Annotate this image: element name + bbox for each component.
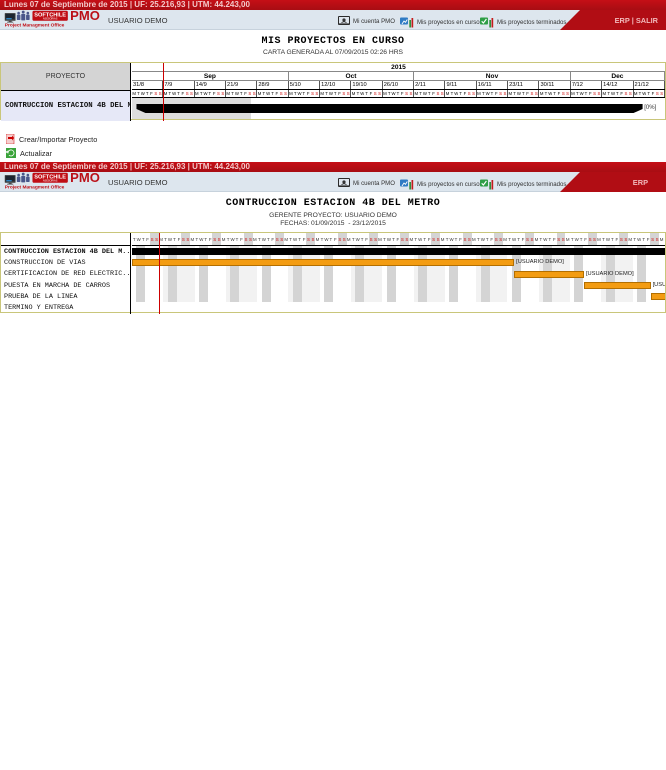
svg-text:Project Managment Office: Project Managment Office	[5, 23, 65, 29]
svg-text:PMO: PMO	[70, 8, 100, 23]
svg-text:Project Managment Office: Project Managment Office	[5, 185, 65, 191]
svg-text:ASESORIAS: ASESORIAS	[43, 179, 58, 182]
svg-text:PMO: PMO	[70, 170, 100, 185]
svg-text:ASESORIAS: ASESORIAS	[43, 17, 58, 20]
